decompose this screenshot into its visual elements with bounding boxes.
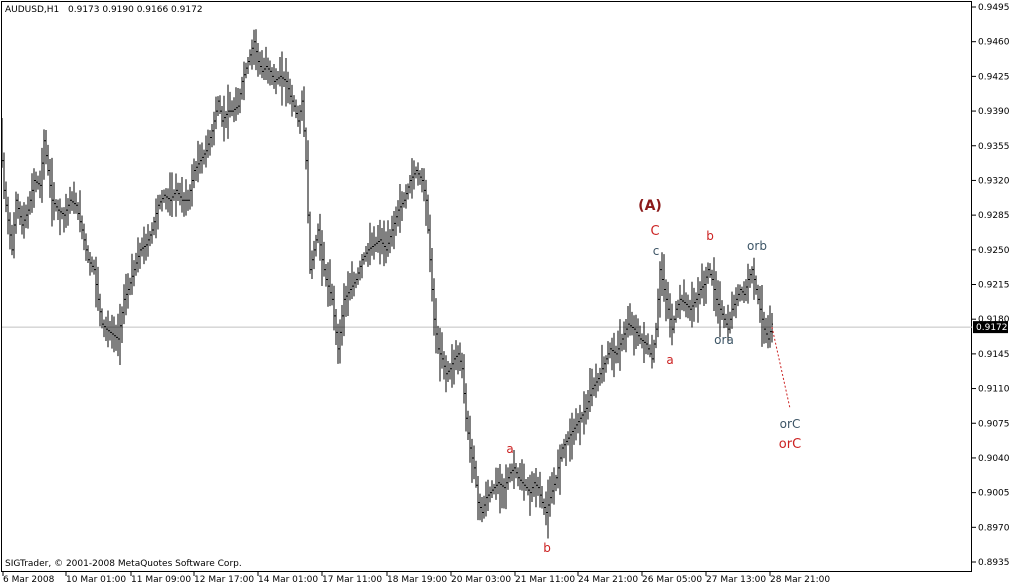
price-box-label: 0.9172 (976, 323, 1008, 333)
y-tick-label: 0.9250 (978, 246, 1009, 256)
y-tick-label: 0.9180 (978, 315, 1009, 325)
x-tick-label: 26 Mar 05:00 (642, 575, 702, 585)
wave-label: c (653, 244, 660, 258)
copyright-footer: SIGTrader, © 2001-2008 MetaQuotes Softwa… (5, 559, 242, 569)
y-tick-label: 0.9355 (978, 142, 1009, 152)
x-tick-label: 21 Mar 11:00 (515, 575, 575, 585)
wave-label: ora (714, 333, 734, 347)
y-tick-label: 0.9215 (978, 281, 1009, 291)
price-box-bg (973, 321, 1008, 334)
x-tick-label: 18 Mar 19:00 (387, 575, 447, 585)
y-tick-label: 0.9145 (978, 350, 1009, 360)
x-tick-label: 27 Mar 13:00 (706, 575, 766, 585)
x-tick-label: 6 Mar 2008 (3, 575, 55, 585)
wave-annotations: (A) Cc b orb a ora a b orC orC (506, 198, 801, 555)
y-tick-label: 0.9390 (978, 107, 1009, 117)
ohlc-values: 0.9173 0.9190 0.9166 0.9172 (68, 5, 203, 15)
wave-label: (A) (638, 198, 662, 214)
y-tick-label: 0.9005 (978, 489, 1009, 499)
x-tick-label: 24 Mar 21:00 (578, 575, 638, 585)
projection-line (771, 327, 791, 409)
wave-label: b (706, 229, 714, 243)
wave-label: orC (779, 437, 801, 452)
x-tick-label: 20 Mar 03:00 (451, 575, 511, 585)
time-axis: 6 Mar 2008 10 Mar 01:00 11 Mar 09:00 12 Mar… (2, 572, 830, 585)
plot-frame (1, 1, 972, 572)
y-tick-label: 0.9495 (978, 3, 1009, 13)
y-tick-label: 0.9040 (978, 454, 1009, 464)
y-tick-label: 0.9425 (978, 72, 1009, 82)
x-tick-label: 10 Mar 01:00 (66, 575, 126, 585)
wave-label: b (543, 541, 551, 555)
y-tick-label: 0.9285 (978, 211, 1009, 221)
y-tick-label: 0.9320 (978, 176, 1009, 186)
wave-label: a (506, 442, 513, 456)
wave-label: orC (780, 417, 801, 431)
wave-label: C (650, 224, 659, 239)
y-tick-label: 0.8970 (978, 523, 1009, 533)
wave-label: orb (747, 239, 767, 253)
symbol-label: AUDUSD,H1 (5, 5, 59, 15)
ohlc-bars (1, 29, 773, 539)
current-price-box: 0.9172 (973, 321, 1008, 334)
x-tick-label: 11 Mar 09:00 (131, 575, 191, 585)
x-tick-label: 14 Mar 01:00 (258, 575, 318, 585)
y-tick-label: 0.8935 (978, 558, 1009, 568)
projection-segment (771, 327, 791, 409)
x-tick-label: 12 Mar 17:00 (194, 575, 254, 585)
x-tick-label: 28 Mar 21:00 (770, 575, 830, 585)
price-axis: 0.9495 0.9460 0.9425 0.9390 0.9355 0.9320 0.92… (972, 3, 1009, 568)
y-tick-label: 0.9075 (978, 419, 1009, 429)
y-tick-label: 0.9110 (978, 385, 1009, 395)
y-tick-label: 0.9460 (978, 38, 1009, 48)
wave-label: a (666, 353, 673, 367)
x-tick-label: 17 Mar 11:00 (322, 575, 382, 585)
